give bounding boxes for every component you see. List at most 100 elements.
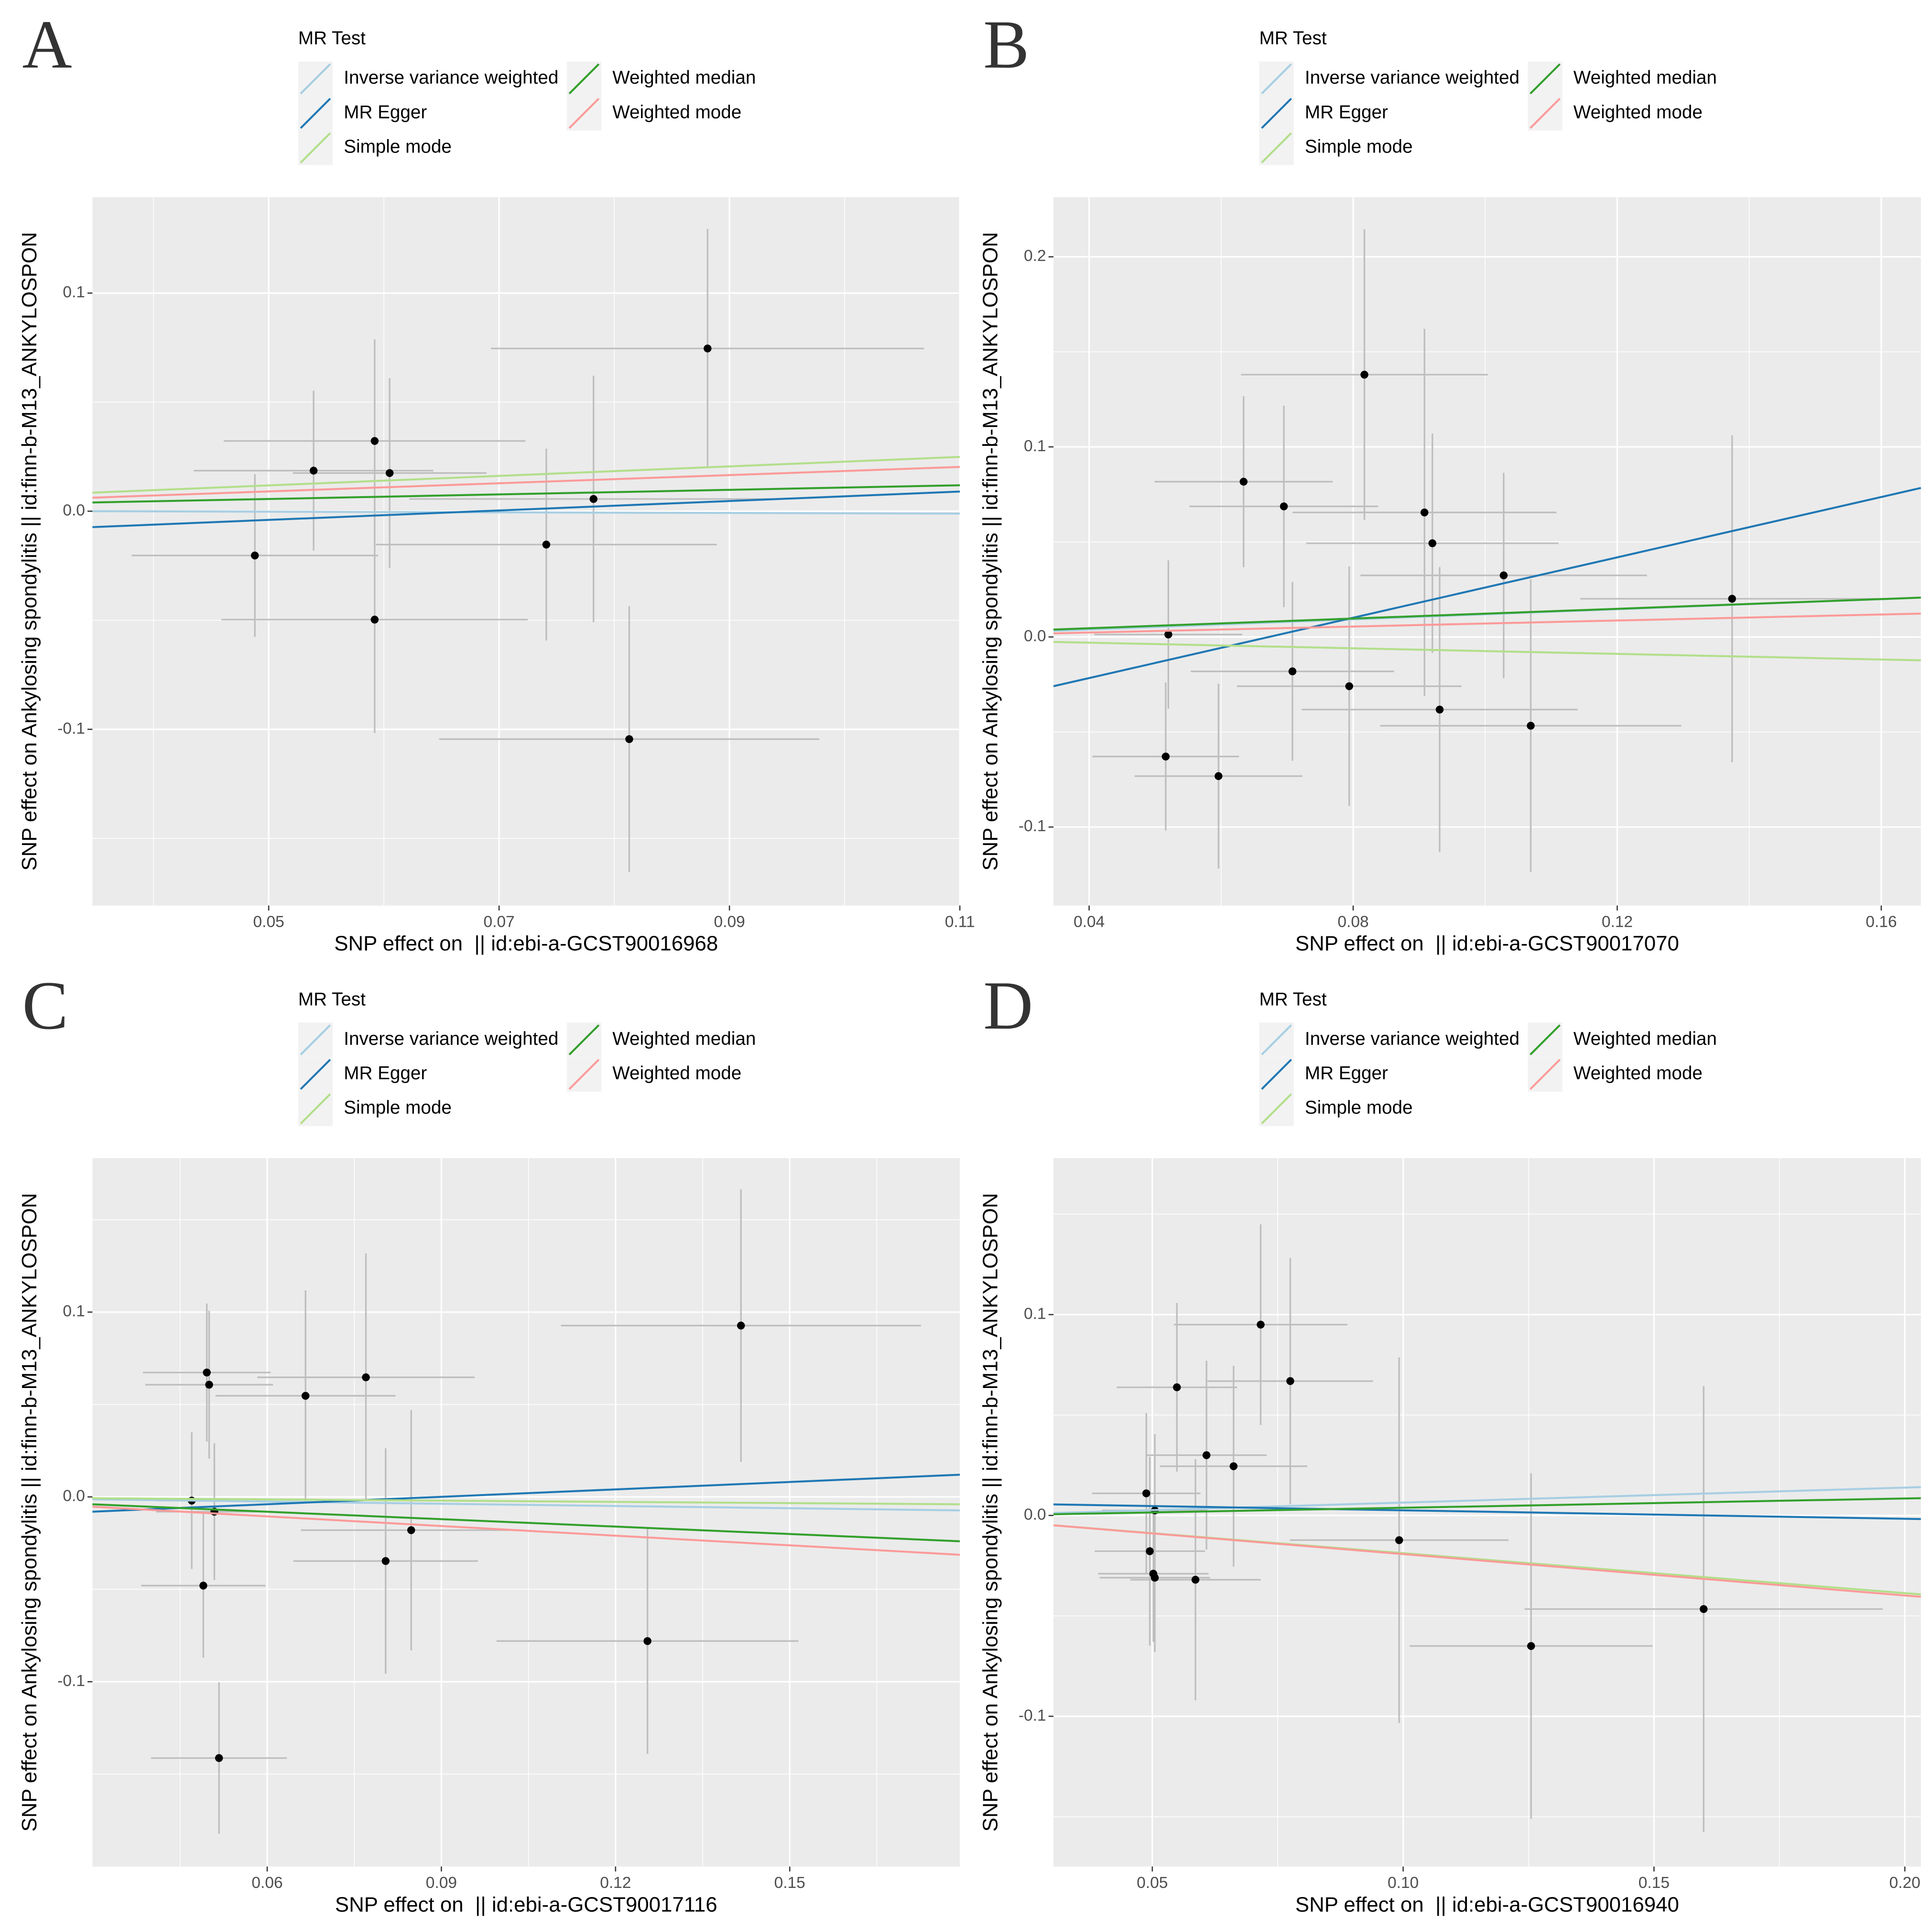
legend-key-line: [568, 63, 600, 95]
point: [370, 437, 379, 445]
x-tick-label: 0.15: [1639, 1874, 1670, 1892]
point: [737, 1322, 745, 1330]
mr-line: [92, 490, 960, 528]
point: [301, 1392, 310, 1400]
panel-label: D: [983, 967, 1033, 1044]
legend-key-line: [1530, 1059, 1561, 1090]
point: [407, 1526, 415, 1534]
legend-label: Weighted median: [1574, 67, 1717, 88]
y-tick-label: 0.0: [63, 1487, 85, 1505]
point: [250, 551, 259, 560]
legend-label: MR Egger: [344, 1063, 427, 1084]
y-tick-label: 0.0: [1024, 628, 1046, 645]
point: [1286, 1377, 1294, 1385]
panel-label: C: [22, 967, 68, 1044]
x-tick-label: 0.09: [714, 913, 745, 931]
point: [362, 1373, 370, 1381]
panel-label: B: [983, 6, 1029, 83]
y-axis-title: SNP effect on Ankylosing spondylitis || …: [18, 232, 41, 870]
x-tick-label: 0.05: [1137, 1874, 1168, 1892]
point: [1142, 1489, 1151, 1497]
mr-line: [1053, 487, 1921, 687]
x-tick-label: 0.16: [1866, 913, 1897, 931]
point: [370, 616, 379, 624]
x-tick-label: 0.11: [945, 913, 975, 931]
legend-key-line: [300, 1024, 331, 1055]
x-tick-label: 0.08: [1337, 913, 1368, 931]
legend-key-line: [300, 1093, 331, 1125]
point: [1239, 477, 1248, 486]
y-axis-title: SNP effect on Ankylosing spondylitis || …: [18, 1193, 41, 1832]
mr-line: [1053, 612, 1921, 635]
point: [1428, 539, 1436, 547]
mr-line: [92, 1474, 960, 1513]
x-axis-title: SNP effect on || id:ebi-a-GCST90016940: [1295, 1893, 1679, 1916]
point: [1280, 502, 1288, 510]
point: [1172, 1383, 1181, 1391]
point: [1360, 370, 1368, 379]
legend-label: Inverse variance weighted: [1305, 1029, 1520, 1049]
legend-label: Weighted median: [612, 67, 756, 88]
mr-line: [1053, 1503, 1921, 1520]
legend-key-line: [1261, 63, 1292, 95]
x-tick-label: 0.15: [774, 1874, 805, 1892]
mr-line: [1053, 1486, 1921, 1514]
legend-label: MR Egger: [344, 102, 427, 122]
legend-key-line: [300, 132, 331, 163]
x-tick-label: 0.07: [484, 913, 515, 931]
point: [203, 1368, 211, 1377]
legend-label: Inverse variance weighted: [1305, 67, 1520, 88]
point: [589, 495, 597, 503]
x-tick-label: 0.12: [600, 1874, 631, 1892]
legend-label: Inverse variance weighted: [344, 67, 558, 88]
legend-key-line: [568, 1024, 600, 1055]
y-tick-label: 0.1: [1024, 1305, 1046, 1323]
point: [1215, 772, 1223, 781]
point: [205, 1380, 213, 1389]
legend-label: MR Egger: [1305, 102, 1388, 122]
y-tick-label: -0.1: [1019, 817, 1046, 835]
legend-key-line: [1261, 132, 1292, 163]
y-axis-title: SNP effect on Ankylosing spondylitis || …: [979, 1193, 1002, 1832]
legend-label: Weighted mode: [1574, 1063, 1703, 1084]
mr-line: [92, 455, 960, 494]
legend-key-line: [1261, 1059, 1292, 1090]
x-tick-label: 0.12: [1602, 913, 1633, 931]
mr-line: [1053, 640, 1921, 661]
y-tick-label: 0.0: [63, 501, 85, 519]
point: [1257, 1321, 1265, 1329]
legend-label: Weighted mode: [1574, 102, 1703, 122]
point: [1161, 752, 1170, 761]
x-tick-label: 0.04: [1074, 913, 1105, 931]
point: [385, 469, 394, 477]
y-tick-label: 0.1: [63, 283, 85, 301]
legend-label: MR Egger: [1305, 1063, 1388, 1084]
mr-line: [92, 1506, 960, 1556]
point: [625, 735, 633, 743]
x-tick-label: 0.06: [251, 1874, 282, 1892]
legend-label: Weighted mode: [612, 1063, 741, 1084]
point: [1345, 682, 1353, 690]
mr-line: [92, 1503, 960, 1542]
legend-label: Weighted median: [612, 1029, 756, 1049]
legend-title: MR Test: [1259, 28, 1326, 49]
y-tick-label: 0.0: [1024, 1506, 1046, 1524]
x-tick-label: 0.20: [1889, 1874, 1921, 1892]
mr-line: [1053, 596, 1921, 631]
point: [199, 1582, 207, 1590]
panel-label: A: [22, 6, 72, 83]
legend-key-line: [300, 1059, 331, 1090]
plot-background: [1053, 197, 1921, 906]
point: [1728, 595, 1736, 603]
point: [1435, 705, 1444, 714]
legend-label: Simple mode: [1305, 137, 1413, 157]
point: [1527, 1642, 1535, 1650]
legend-title: MR Test: [1259, 989, 1326, 1009]
x-tick-label: 0.05: [253, 913, 284, 931]
legend-label: Weighted mode: [612, 102, 741, 122]
point: [643, 1637, 651, 1645]
legend-key-line: [300, 98, 331, 129]
point: [542, 541, 551, 549]
legend-title: MR Test: [298, 989, 366, 1009]
